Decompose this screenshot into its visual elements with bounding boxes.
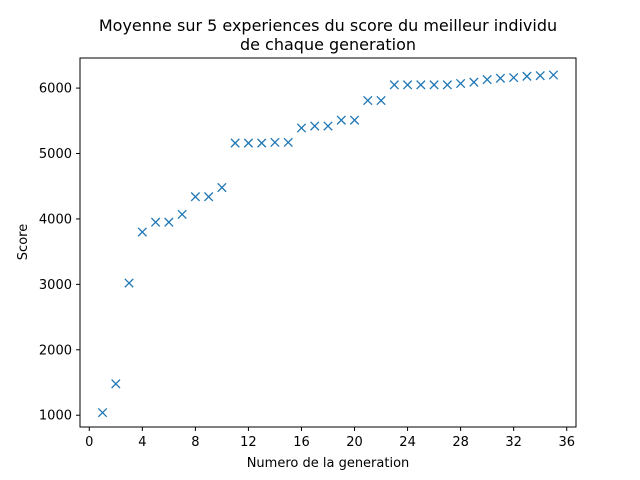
x-tick-label: 28 (452, 435, 469, 450)
data-point (257, 138, 267, 148)
y-tick-label: 1000 (39, 409, 72, 424)
x-tick-label: 4 (138, 435, 146, 450)
data-point (323, 121, 333, 131)
data-point (283, 137, 293, 148)
data-point (442, 80, 453, 90)
data-point (137, 227, 147, 237)
data-point (416, 80, 426, 90)
y-tick-label: 3000 (39, 278, 72, 293)
y-tick-label: 5000 (39, 147, 72, 162)
data-points (97, 70, 559, 418)
data-point (336, 115, 346, 125)
data-point (402, 80, 413, 90)
chart-title-line2: de chaque generation (240, 35, 416, 54)
y-tick-label: 4000 (39, 212, 72, 227)
data-point (296, 123, 307, 133)
data-point (455, 78, 466, 89)
data-point (111, 379, 121, 389)
chart-title-line1: Moyenne sur 5 experiences du score du me… (99, 16, 557, 35)
data-point (389, 80, 399, 90)
y-axis-label: Score (16, 224, 31, 260)
x-tick-label: 32 (505, 435, 522, 450)
data-point (376, 95, 386, 106)
data-point (429, 80, 439, 90)
x-tick-label: 24 (399, 435, 416, 450)
data-point (509, 72, 519, 83)
data-point (97, 407, 108, 418)
data-point (124, 278, 134, 288)
data-point (363, 95, 373, 106)
data-point (469, 77, 479, 87)
x-tick-label: 16 (293, 435, 310, 450)
x-tick-label: 0 (85, 435, 93, 450)
data-point (177, 209, 187, 220)
data-point (190, 192, 201, 202)
x-axis-ticks: 0 4 8 12 16 20 24 28 32 36 (85, 427, 575, 450)
data-point (482, 74, 492, 85)
data-point (164, 217, 174, 227)
data-point (310, 121, 320, 131)
x-tick-label: 8 (191, 435, 199, 450)
data-point (535, 71, 545, 81)
data-point (270, 137, 280, 148)
y-axis-ticks: 1000 2000 3000 4000 5000 6000 (39, 82, 80, 424)
data-point (230, 138, 240, 148)
data-point (522, 71, 532, 81)
y-tick-label: 2000 (39, 343, 72, 358)
data-point (150, 217, 161, 227)
data-point (548, 70, 559, 80)
data-point (495, 73, 506, 83)
plot-frame (79, 57, 577, 428)
data-point (217, 182, 227, 193)
x-tick-label: 20 (346, 435, 363, 450)
y-tick-label: 6000 (39, 82, 72, 97)
data-point (203, 192, 214, 202)
data-point (349, 115, 360, 125)
x-axis-label: Numero de la generation (247, 456, 410, 471)
data-point (243, 138, 254, 148)
x-tick-label: 36 (558, 435, 575, 450)
x-tick-label: 12 (240, 435, 257, 450)
